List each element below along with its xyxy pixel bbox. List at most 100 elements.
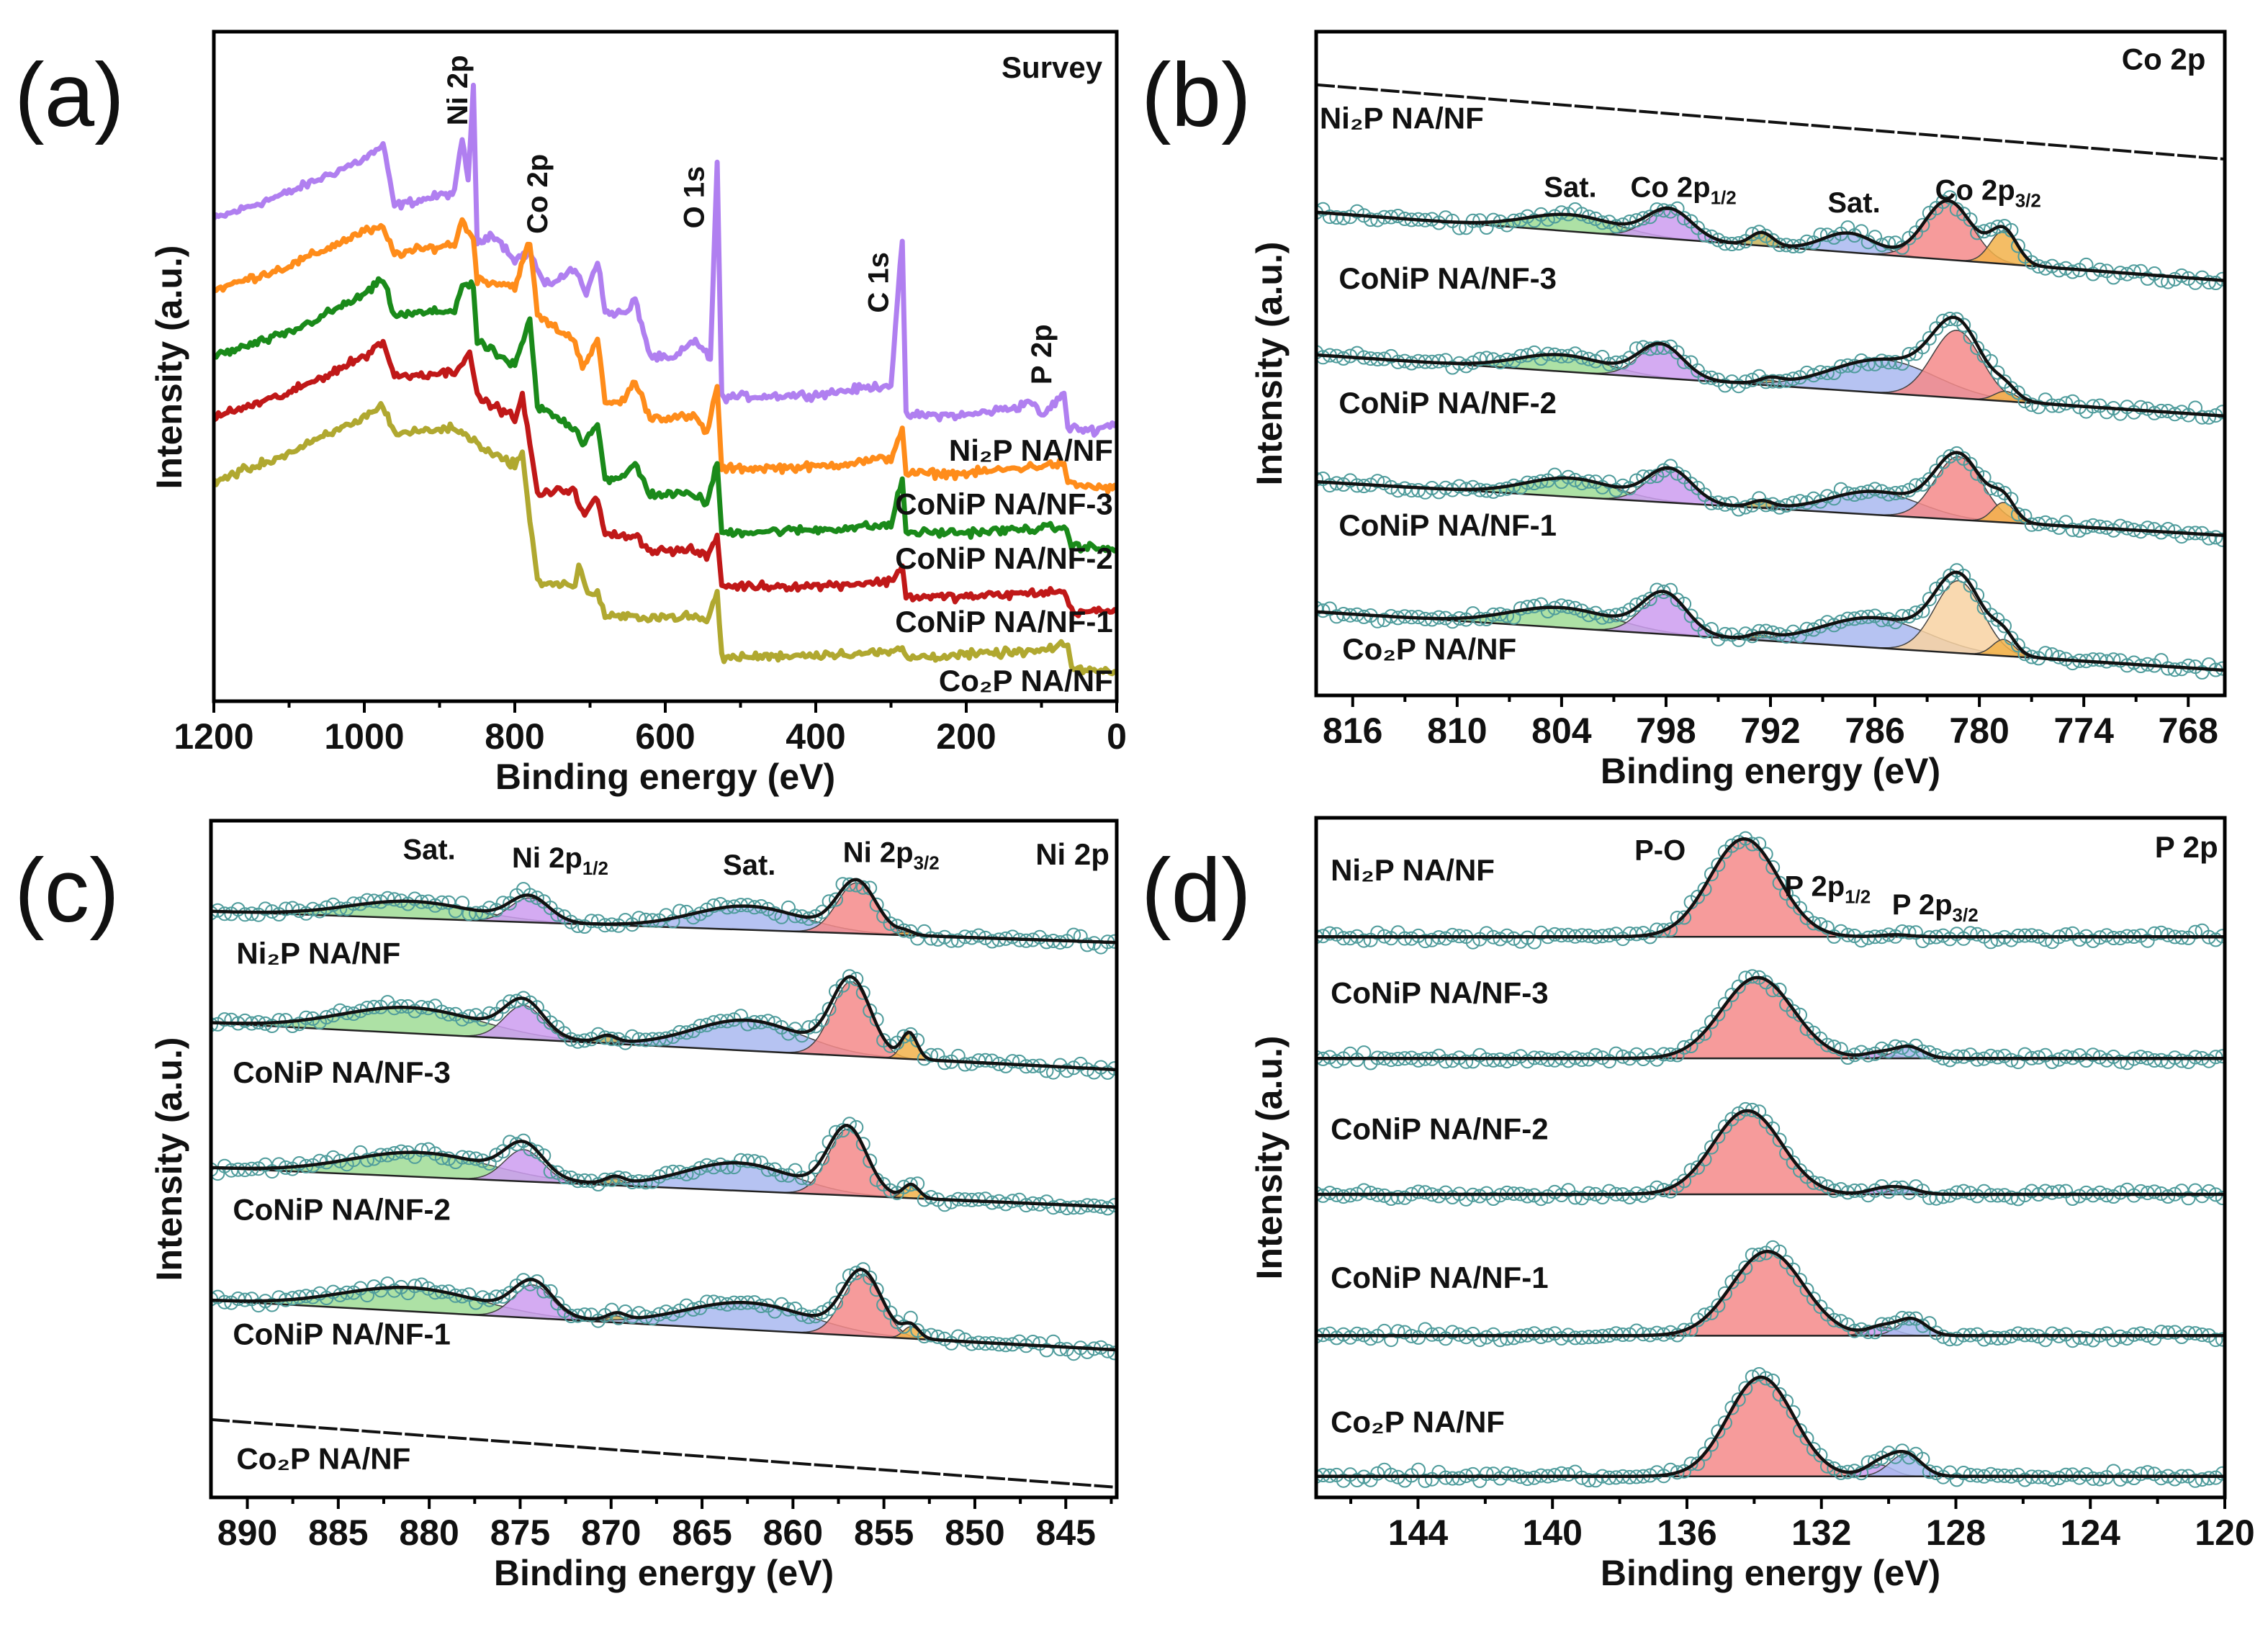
sample-label: CoNiP NA/NF-3 [1338, 261, 1557, 295]
raw-data-point [366, 1279, 382, 1294]
raw-data-point [408, 891, 423, 906]
raw-data-point [1854, 224, 1869, 239]
raw-data-point [584, 914, 599, 929]
raw-data-point [985, 934, 999, 949]
raw-data-point [1479, 1330, 1494, 1345]
x-tick-label: 1000 [324, 716, 404, 757]
raw-data-point [1500, 608, 1514, 623]
x-tick-label: 810 [1427, 711, 1487, 751]
raw-data-point [2051, 1471, 2066, 1485]
raw-data-point [1343, 1330, 1358, 1345]
raw-data-point [1697, 1152, 1712, 1167]
raw-data-point [835, 1281, 850, 1297]
raw-data-point [1704, 1437, 1719, 1452]
peak-label-subscript: 3/2 [2015, 189, 2041, 211]
raw-data-point [1370, 212, 1385, 227]
spectrum-5 [1316, 563, 2225, 680]
raw-data-point [2086, 652, 2100, 667]
raw-data-point [883, 1305, 898, 1320]
raw-data-point [1349, 1326, 1364, 1341]
raw-data-point [1935, 1189, 1950, 1204]
raw-data-point [285, 901, 300, 916]
raw-data-point [1608, 219, 1624, 234]
raw-data-point [863, 1153, 878, 1168]
raw-data-point [529, 1274, 544, 1289]
raw-data-point [1025, 1335, 1040, 1349]
panel-label: (d) [1141, 841, 1251, 941]
raw-data-point [1677, 1322, 1692, 1338]
x-tick-label: 132 [1791, 1513, 1851, 1553]
y-axis-title: Intensity (a.u.) [1249, 242, 1290, 486]
raw-data-point [1915, 217, 1930, 233]
raw-data-point [2195, 1472, 2210, 1487]
raw-data-point [1520, 1189, 1535, 1204]
raw-data-point [930, 1329, 945, 1344]
raw-data-point [1691, 1029, 1705, 1045]
series-line-3 [214, 276, 1117, 554]
raw-data-point [971, 928, 986, 943]
raw-data-point [2017, 1047, 2033, 1062]
raw-data-point [2092, 1471, 2107, 1487]
peak-label: Co 2p1/2 [1630, 172, 1736, 209]
x-tick-label: 798 [1636, 711, 1696, 751]
raw-data-point [896, 1179, 912, 1194]
raw-data-point [2092, 1185, 2107, 1200]
raw-data-point [1956, 569, 1971, 583]
raw-data-point [1908, 605, 1923, 621]
sample-label: CoNiP NA/NF-3 [1331, 976, 1549, 1010]
raw-data-point [1765, 1374, 1781, 1388]
raw-data-point [950, 1329, 966, 1344]
raw-data-point [1683, 1163, 1698, 1178]
fit-envelope [211, 878, 1117, 945]
spectrum-5 [211, 1418, 1117, 1489]
raw-data-point [1377, 613, 1392, 628]
raw-data-point [978, 1191, 993, 1207]
peak-label-subscript: 3/2 [914, 852, 940, 873]
x-tick-label: 890 [217, 1513, 277, 1553]
raw-data-point [2099, 405, 2114, 420]
raw-data-point [238, 1013, 253, 1028]
raw-data-point [1526, 1326, 1542, 1341]
raw-data-point [1786, 1405, 1801, 1420]
raw-data-point [1329, 609, 1344, 624]
raw-data-point [1963, 212, 1978, 227]
peak-label: Sat. [1544, 172, 1596, 204]
raw-data-point [1363, 212, 1378, 227]
x-tick-label: 140 [1523, 1513, 1583, 1553]
raw-data-point [2112, 1185, 2128, 1200]
x-tick-label: 600 [635, 716, 695, 757]
x-tick-label: 136 [1657, 1513, 1716, 1553]
fit-envelope [1316, 1109, 2225, 1196]
fit-envelope [211, 975, 1117, 1072]
x-tick-label: 144 [1388, 1513, 1449, 1553]
raw-data-point [1786, 1262, 1801, 1277]
raw-data-point [2147, 926, 2162, 941]
raw-data-point [1534, 1191, 1549, 1207]
raw-data-point [495, 1289, 510, 1304]
raw-data-point [2201, 1184, 2216, 1199]
raw-data-point [1738, 1260, 1753, 1275]
series-line-4 [214, 338, 1117, 618]
raw-data-point [1390, 1324, 1405, 1339]
raw-data-point [2167, 662, 2182, 677]
raw-data-point [665, 914, 680, 929]
peak-label-subscript: 1/2 [582, 857, 608, 879]
raw-data-point [1976, 1184, 1992, 1199]
fit-envelope [1316, 837, 2225, 939]
raw-data-point [2201, 1471, 2216, 1486]
raw-data-point [1520, 1054, 1535, 1069]
raw-data-point [815, 1304, 830, 1320]
fit-envelope [1316, 451, 2225, 538]
raw-data-point [1349, 204, 1364, 219]
raw-data-point [2065, 656, 2080, 671]
raw-data-point [1390, 1190, 1405, 1204]
raw-data-point [747, 1154, 762, 1169]
raw-data-point [292, 1156, 307, 1171]
raw-data-point [1935, 313, 1950, 328]
raw-data-point [1500, 1331, 1514, 1346]
raw-data-point [903, 1177, 918, 1192]
raw-data-point [1731, 979, 1746, 994]
raw-data-point [543, 1284, 558, 1299]
raw-data-point [489, 1148, 504, 1163]
raw-data-point [570, 919, 585, 933]
